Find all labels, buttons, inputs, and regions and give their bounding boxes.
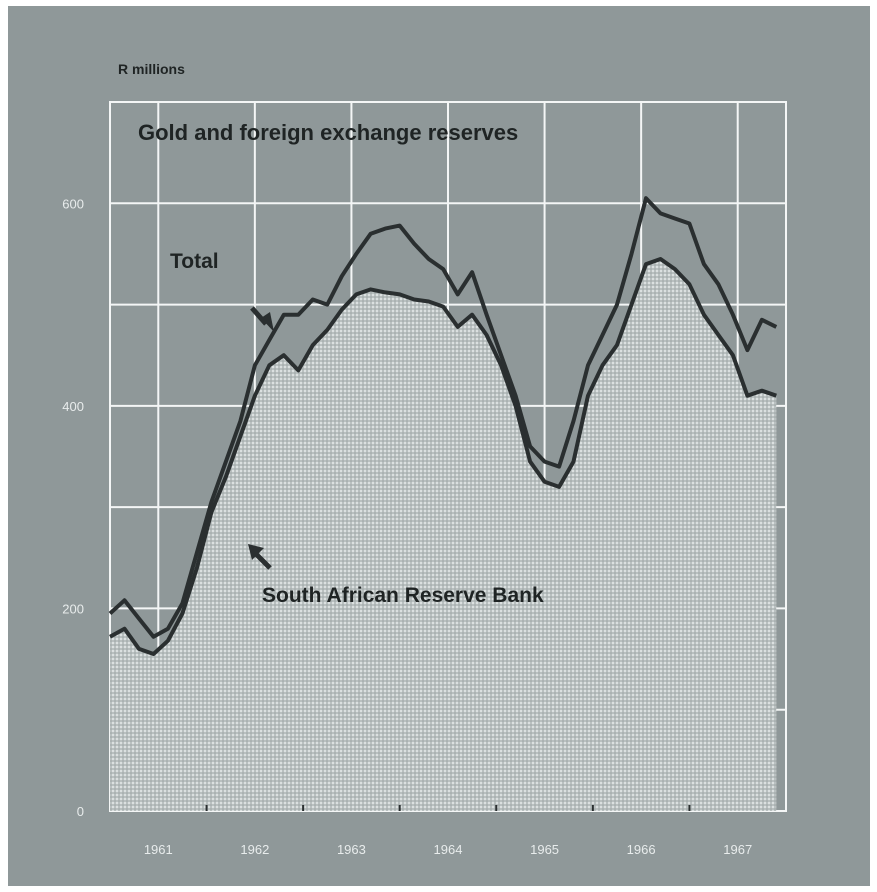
total-series-label: Total bbox=[170, 250, 219, 273]
x-tick-label: 1961 bbox=[144, 842, 173, 857]
chart-figure: 0 200 400 600 1961 1962 1963 1964 1965 1966 1967 … bbox=[8, 6, 870, 886]
y-tick-label: 0 bbox=[77, 804, 84, 819]
x-axis-ticks: 1961 1962 1963 1964 1965 1966 1967 bbox=[144, 805, 752, 857]
y-tick-label: 600 bbox=[62, 196, 84, 211]
x-tick-label: 1963 bbox=[337, 842, 366, 857]
reserve-bank-arrow-icon bbox=[248, 544, 272, 570]
x-tick-label: 1967 bbox=[723, 842, 752, 857]
y-tick-label: 400 bbox=[62, 399, 84, 414]
reserve-bank-line bbox=[109, 257, 777, 656]
y-unit-label: R millions bbox=[118, 61, 185, 77]
y-tick-label: 200 bbox=[62, 601, 84, 616]
total-arrow-icon bbox=[250, 306, 274, 332]
total-line bbox=[108, 196, 778, 639]
x-tick-label: 1964 bbox=[434, 842, 463, 857]
y-axis-ticks: 0 200 400 600 bbox=[62, 196, 84, 819]
chart-title: Gold and foreign exchange reserves bbox=[138, 120, 518, 145]
reserve-bank-series-label: South African Reserve Bank bbox=[262, 584, 544, 607]
x-tick-label: 1962 bbox=[240, 842, 269, 857]
reserve-bank-area bbox=[110, 259, 777, 811]
x-tick-label: 1965 bbox=[530, 842, 559, 857]
x-tick-label: 1966 bbox=[627, 842, 656, 857]
